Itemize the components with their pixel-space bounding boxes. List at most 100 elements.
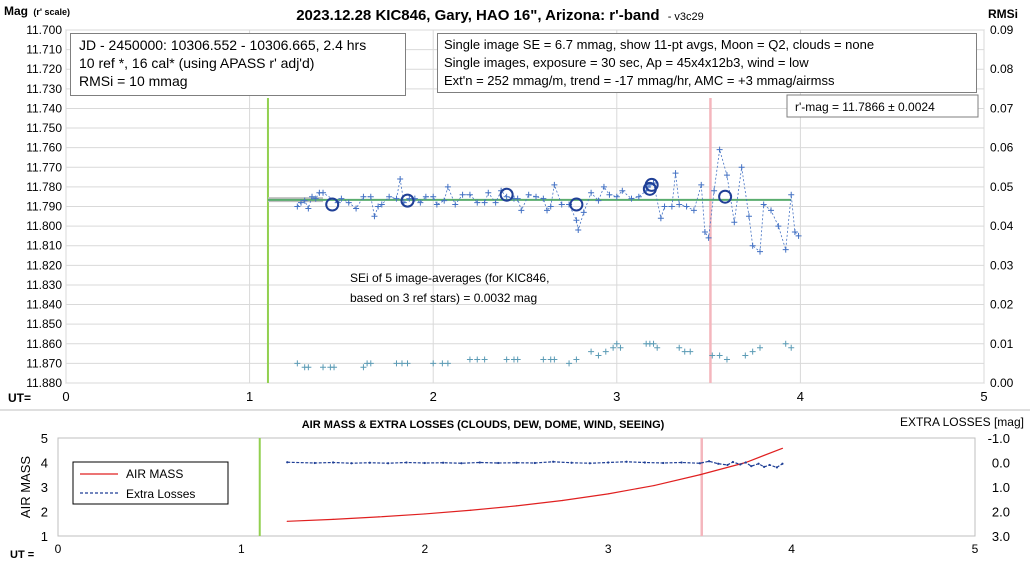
result-box: r'-mag = 11.7866 ± 0.0024 — [787, 95, 978, 117]
top-y-tick-9: 11.790 — [26, 200, 62, 214]
top-y2-tick-7: 0.02 — [990, 298, 1014, 312]
bottom-y-axis-label: AIR MASS — [18, 456, 33, 518]
bottom-losses-point-31 — [763, 466, 765, 468]
bottom-losses-point-30 — [757, 463, 759, 465]
top-y-axis-label-sub: (r' scale) — [33, 7, 70, 17]
bottom-x-axis-label: UT = — [10, 549, 34, 561]
bottom-y-tick-4: 1 — [41, 529, 48, 544]
bottom-losses-point-32 — [768, 464, 770, 466]
bottom-losses-point-23 — [708, 460, 710, 462]
top-y-tick-11: 11.810 — [26, 239, 62, 253]
bottom-y-tick-1: 4 — [41, 456, 48, 471]
bottom-y2-tick-1: 0.0 — [992, 456, 1010, 471]
top-y-tick-15: 11.850 — [26, 317, 62, 331]
bottom-y2-tick-4: 3.0 — [992, 529, 1010, 544]
info-box-left: JD - 2450000: 10306.552 - 10306.665, 2.4… — [70, 33, 406, 96]
top-y2-tick-4: 0.05 — [990, 180, 1014, 194]
sei-annotation-line-1: SEi of 5 image-averages (for KIC846, — [350, 271, 549, 285]
top-y-tick-labels: 11.70011.71011.72011.73011.74011.75011.7… — [26, 23, 62, 390]
bottom-y2-axis-label: EXTRA LOSSES [mag] — [900, 415, 1024, 429]
info-left-line-2: 10 ref *, 16 cal* (using APASS r' adj'd) — [79, 54, 405, 72]
bottom-losses-point-25 — [726, 464, 728, 466]
info-left-line-3: RMSi = 10 mmag — [79, 72, 405, 90]
sei-annotation-line-2: based on 3 ref stars) = 0.0032 mag — [350, 291, 537, 305]
bottom-y-tick-3: 2 — [41, 505, 48, 520]
bottom-airmass-point-3 — [424, 513, 425, 514]
bottom-losses-point-5 — [387, 462, 389, 464]
top-x-tick-4: 4 — [797, 389, 804, 404]
bottom-airmass-point-5 — [516, 505, 517, 506]
bottom-losses-point-11 — [497, 462, 499, 464]
bottom-chart-title: AIR MASS & EXTRA LOSSES (CLOUDS, DEW, DO… — [302, 419, 665, 431]
bottom-losses-point-29 — [750, 465, 752, 467]
top-y2-tick-1: 0.08 — [990, 62, 1014, 76]
bottom-y2-tick-2: 1.0 — [992, 480, 1010, 495]
bottom-losses-point-21 — [680, 461, 682, 463]
top-y-tick-8: 11.780 — [26, 180, 62, 194]
bottom-losses-point-3 — [350, 462, 352, 464]
top-x-tick-5: 5 — [980, 389, 987, 404]
bottom-y2-tick-0: -1.0 — [988, 431, 1010, 446]
top-y-tick-4: 11.740 — [26, 101, 62, 115]
top-y2-tick-6: 0.03 — [990, 258, 1014, 272]
info-right-line-2: Single images, exposure = 30 sec, Ap = 4… — [444, 54, 976, 72]
bottom-losses-point-17 — [607, 461, 609, 463]
bottom-losses-point-13 — [534, 462, 536, 464]
top-x-tick-0: 0 — [62, 389, 69, 404]
top-y-tick-12: 11.820 — [26, 258, 62, 272]
top-y-tick-10: 11.800 — [26, 219, 62, 233]
bottom-losses-point-22 — [699, 462, 701, 464]
bottom-losses-point-8 — [442, 462, 444, 464]
top-y-tick-0: 11.700 — [26, 23, 62, 37]
bottom-losses-point-33 — [776, 466, 778, 468]
bottom-losses-point-24 — [717, 463, 719, 465]
top-x-tick-1: 1 — [246, 389, 253, 404]
bottom-x-tick-4: 4 — [788, 542, 795, 556]
top-y-axis-label-main: Mag — [4, 4, 28, 18]
top-y2-axis-label: RMSi — [988, 7, 1018, 21]
bottom-losses-point-4 — [369, 462, 371, 464]
top-chart-version: - v3c29 — [668, 11, 704, 23]
top-y2-tick-8: 0.01 — [990, 337, 1014, 351]
top-y-axis-label: Mag (r' scale) — [4, 4, 70, 18]
bottom-losses-point-6 — [405, 461, 407, 463]
info-box-right: Single image SE = 6.7 mmag, show 11-pt a… — [437, 33, 977, 93]
bottom-airmass-point-0 — [287, 521, 288, 522]
top-chart-title-text: 2023.12.28 KIC846, Gary, HAO 16", Arizon… — [296, 7, 659, 24]
bottom-y2-tick-labels: -1.00.01.02.03.0 — [988, 431, 1010, 544]
info-right-line-3: Ext'n = 252 mmag/m, trend = -17 mmag/hr,… — [444, 72, 976, 90]
top-y-tick-5: 11.750 — [26, 121, 62, 135]
bottom-losses-point-34 — [781, 463, 783, 465]
top-y2-tick-3: 0.06 — [990, 141, 1014, 155]
bottom-losses-point-19 — [644, 461, 646, 463]
bottom-losses-point-26 — [732, 461, 734, 463]
top-chart-title: 2023.12.28 KIC846, Gary, HAO 16", Arizon… — [296, 7, 704, 24]
bottom-losses-point-2 — [332, 461, 334, 463]
top-y-tick-6: 11.760 — [26, 141, 62, 155]
bottom-losses-point-12 — [515, 462, 517, 464]
bottom-losses-point-16 — [589, 462, 591, 464]
bottom-airmass-point-9 — [699, 474, 700, 475]
top-y-tick-14: 11.840 — [26, 298, 62, 312]
bottom-losses-point-7 — [424, 462, 426, 464]
top-y-tick-13: 11.830 — [26, 278, 62, 292]
bottom-x-tick-3: 3 — [605, 542, 612, 556]
bottom-airmass-point-11 — [782, 448, 783, 449]
bottom-losses-point-28 — [745, 461, 747, 463]
top-y2-tick-labels: 0.090.080.070.060.050.040.030.020.010.00 — [990, 23, 1014, 390]
info-left-line-1: JD - 2450000: 10306.552 - 10306.665, 2.4… — [79, 36, 405, 54]
legend-airmass-label: AIR MASS — [126, 467, 183, 481]
bottom-y-tick-0: 5 — [41, 431, 48, 446]
bottom-losses-point-15 — [570, 462, 572, 464]
bottom-losses-point-0 — [286, 461, 288, 463]
top-y-tick-17: 11.870 — [26, 356, 62, 370]
bottom-losses-point-1 — [314, 462, 316, 464]
top-y2-tick-0: 0.09 — [990, 23, 1014, 37]
top-y-tick-16: 11.860 — [26, 337, 62, 351]
bottom-x-tick-5: 5 — [972, 542, 979, 556]
bottom-losses-point-27 — [739, 463, 741, 465]
bottom-losses-point-18 — [625, 461, 627, 463]
